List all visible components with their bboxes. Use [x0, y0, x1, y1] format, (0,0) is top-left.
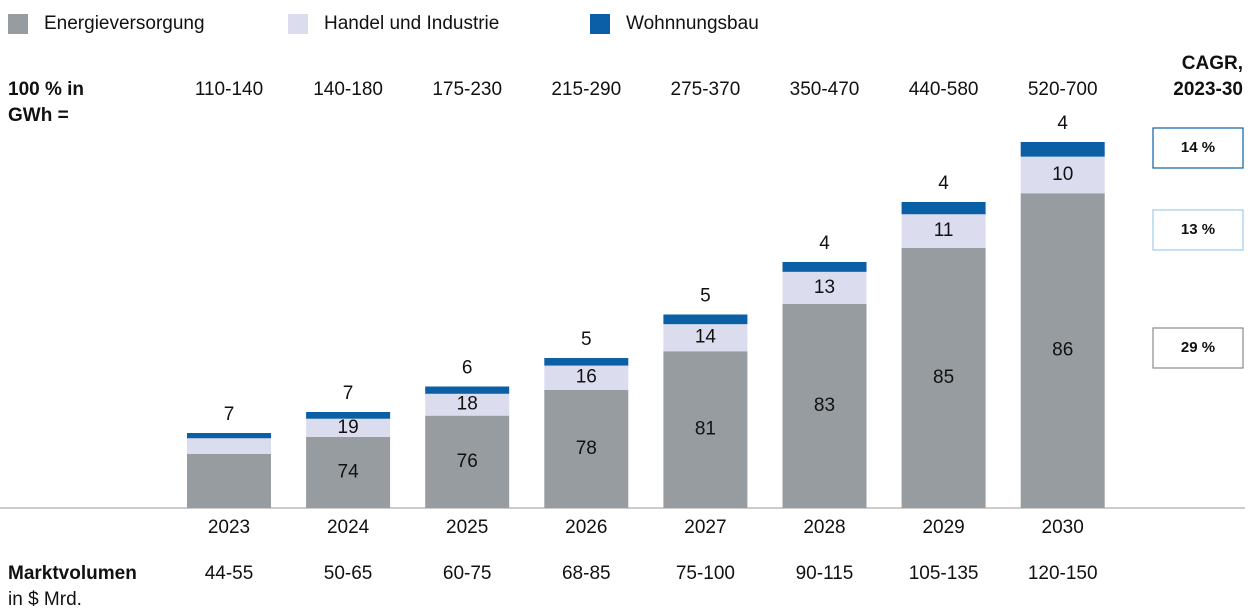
cagr-title: CAGR, 2023-30	[1173, 53, 1243, 100]
bar-segment	[187, 438, 271, 454]
x-tick-label: 2026	[565, 517, 607, 538]
market-label: 120-150	[1028, 563, 1098, 584]
market-unit: in $ Mrd.	[8, 589, 82, 610]
x-tick-label: 2027	[684, 517, 726, 538]
bar-segment	[306, 436, 391, 508]
data-label: 81	[695, 419, 716, 440]
volume-label: 175-230	[432, 79, 502, 100]
legend-swatch	[8, 14, 28, 34]
x-tick-label: 2029	[922, 517, 964, 538]
legend-label: Energieversorgung	[44, 13, 205, 34]
bar-segment	[1020, 142, 1105, 157]
data-label: 10	[1052, 164, 1073, 185]
volume-title-line: GWh =	[8, 105, 69, 126]
bar-segment	[901, 202, 986, 215]
data-label: 86	[1052, 340, 1073, 361]
volume-title-line: 100 % in	[8, 79, 84, 100]
volume-label: 350-470	[790, 79, 860, 100]
bar-segment	[663, 324, 748, 352]
x-tick-label: 2028	[803, 517, 845, 538]
cagr-label: 13 %	[1181, 221, 1215, 238]
legend-swatch	[590, 14, 610, 34]
data-label: 11	[934, 220, 954, 241]
volume-label: 275-370	[671, 79, 741, 100]
x-tick-label: 2023	[208, 517, 250, 538]
data-label: 4	[819, 233, 830, 254]
data-label: 74	[338, 461, 360, 482]
market-label: 75-100	[676, 563, 735, 584]
data-label: 4	[1057, 113, 1068, 134]
bar-segment	[782, 262, 867, 272]
bar-segment	[425, 386, 510, 394]
bar-segment	[901, 247, 986, 508]
market-label: 44-55	[205, 563, 254, 584]
bar-segment	[544, 389, 629, 508]
data-label: 14	[695, 327, 717, 348]
volume-label: 140-180	[313, 79, 383, 100]
data-label: 6	[462, 358, 473, 379]
bar-segment	[663, 351, 748, 508]
data-label: 7	[224, 404, 235, 425]
legend-swatch	[288, 14, 308, 34]
market-label: 50-65	[324, 563, 373, 584]
data-label: 4	[938, 173, 949, 194]
data-label: 85	[933, 367, 954, 388]
market-label: 105-135	[909, 563, 979, 584]
market-title: Marktvolumen	[8, 563, 137, 584]
bar-segment	[901, 214, 986, 248]
x-tick-label: 2030	[1042, 517, 1084, 538]
bar-segment	[1020, 156, 1105, 194]
volume-label: 440-580	[909, 79, 979, 100]
bar-segment	[187, 433, 271, 439]
data-label: 76	[457, 451, 478, 472]
legend-label: Handel und Industrie	[324, 13, 499, 34]
bar-segment	[663, 314, 748, 325]
data-label: 19	[338, 417, 359, 438]
volume-label: 520-700	[1028, 79, 1098, 100]
bar-segment	[544, 358, 629, 366]
volume-label: 215-290	[551, 79, 621, 100]
data-label: 83	[814, 395, 835, 416]
cagr-box	[1152, 209, 1244, 251]
cagr-label: 14 %	[1181, 139, 1215, 156]
data-label: 7	[343, 383, 354, 404]
bar-segment	[1020, 193, 1105, 509]
market-label: 90-115	[796, 563, 854, 584]
bar-segment	[425, 415, 510, 508]
bar-segment	[306, 412, 391, 419]
market-label: 60-75	[443, 563, 492, 584]
cagr-box	[1152, 327, 1244, 369]
cagr-box	[1152, 127, 1244, 169]
data-label: 13	[814, 277, 835, 298]
bar-segment	[782, 303, 867, 508]
cagr-title-line: 2023-30	[1173, 79, 1243, 100]
data-label: 16	[576, 367, 597, 388]
data-label: 18	[457, 394, 478, 415]
market-label: 68-85	[562, 563, 611, 584]
x-tick-label: 2025	[446, 517, 488, 538]
bar-segment	[425, 393, 510, 416]
data-label: 5	[581, 329, 592, 350]
bar-segment	[306, 418, 391, 437]
cagr-label: 29 %	[1181, 339, 1215, 356]
bar-segment	[782, 271, 867, 304]
x-tick-label: 2024	[327, 517, 370, 538]
legend-label: Wohnnungsbau	[626, 13, 759, 34]
data-label: 5	[700, 286, 711, 307]
volume-title: 100 % in GWh =	[8, 79, 84, 126]
bar-segment	[187, 454, 271, 508]
data-label: 78	[576, 438, 597, 459]
cagr-title-line: CAGR,	[1182, 53, 1243, 74]
volume-label: 110-140	[195, 79, 263, 100]
bar-segment	[544, 365, 629, 390]
